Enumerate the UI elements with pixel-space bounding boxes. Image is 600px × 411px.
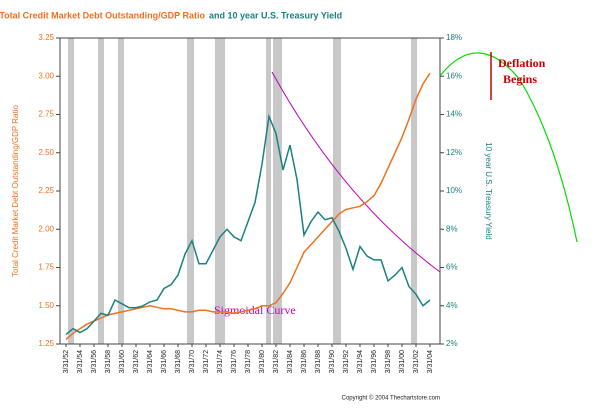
- x-tick-label: 3/31/88: [315, 350, 322, 373]
- y2-tick-label: 2%: [446, 339, 458, 348]
- deflation-label: Begins: [503, 72, 537, 86]
- x-tick-label: 3/31/96: [371, 350, 378, 373]
- x-tick-label: 3/31/94: [357, 350, 364, 373]
- recession-band: [98, 38, 104, 344]
- sigmoid-label: Sigmoidal Curve: [214, 303, 296, 317]
- deflation-label: Deflation: [498, 56, 546, 70]
- x-tick-label: 3/31/90: [329, 350, 336, 373]
- y2-tick-label: 12%: [446, 148, 462, 157]
- recession-band: [333, 38, 341, 344]
- x-tick-label: 3/31/58: [105, 350, 112, 373]
- y2-tick-label: 8%: [446, 224, 458, 233]
- y2-tick-label: 16%: [446, 71, 462, 80]
- x-tick-label: 3/31/92: [343, 350, 350, 373]
- sigmoid-curve: [271, 71, 441, 273]
- recession-band: [118, 38, 124, 344]
- chart-title: Total Credit Market Debt Outstanding/GDP…: [0, 10, 205, 20]
- x-tick-label: 3/31/76: [231, 350, 238, 373]
- recession-band: [215, 38, 225, 344]
- y2-tick-label: 14%: [446, 110, 462, 119]
- x-tick-label: 3/31/52: [63, 350, 70, 373]
- x-tick-label: 3/31/56: [91, 350, 98, 373]
- recession-band: [266, 38, 271, 344]
- plot-frame: [59, 37, 441, 345]
- x-tick-label: 3/31/02: [413, 350, 420, 373]
- x-tick-label: 3/31/80: [259, 350, 266, 373]
- recession-bands: [68, 38, 417, 344]
- y2-axis-label: 10 year U.S. Treasury Yield: [484, 142, 493, 239]
- x-tick-label: 3/31/78: [245, 350, 252, 373]
- recession-band: [68, 38, 74, 344]
- x-tick-label: 3/31/98: [385, 350, 392, 373]
- x-tick-label: 3/31/60: [119, 350, 126, 373]
- x-tick-label: 3/31/84: [287, 350, 294, 373]
- x-tick-label: 3/31/04: [427, 350, 434, 373]
- x-tick-label: 3/31/68: [175, 350, 182, 373]
- y-tick-label: 1.25: [38, 339, 54, 348]
- x-tick-label: 3/31/86: [301, 350, 308, 373]
- x-tick-label: 3/31/82: [273, 350, 280, 373]
- recession-band: [411, 38, 417, 344]
- x-tick-label: 3/31/66: [161, 350, 168, 373]
- y-axis-label: Total Credit Market Debt Outstanding/GDP…: [11, 104, 20, 276]
- projection-curve: [439, 52, 578, 243]
- y-tick-label: 2.75: [38, 110, 54, 119]
- y-tick-label: 2.00: [38, 224, 54, 233]
- y-tick-label: 1.75: [38, 263, 54, 272]
- x-tick-label: 3/31/00: [399, 350, 406, 373]
- chart-subtitle: and 10 year U.S. Treasury Yield: [209, 10, 342, 20]
- recession-band: [273, 38, 282, 344]
- y-tick-label: 2.25: [38, 186, 54, 195]
- x-tick-label: 3/31/54: [77, 350, 84, 373]
- x-tick-label: 3/31/62: [133, 350, 140, 373]
- y-tick-label: 3.25: [38, 33, 54, 42]
- x-tick-label: 3/31/72: [203, 350, 210, 373]
- y2-tick-label: 18%: [446, 33, 462, 42]
- y-tick-label: 2.50: [38, 148, 54, 157]
- x-tick-label: 3/31/70: [189, 350, 196, 373]
- y2-tick-label: 10%: [446, 186, 462, 195]
- recession-band: [187, 38, 194, 344]
- y-tick-label: 1.50: [38, 301, 54, 310]
- x-tick-label: 3/31/64: [147, 350, 154, 373]
- series-line: [65, 113, 431, 335]
- copyright: Copyright © 2004 Thechartstore.com: [342, 395, 440, 402]
- x-tick-label: 3/31/74: [217, 350, 224, 373]
- series-line: [65, 72, 431, 340]
- y-tick-label: 3.00: [38, 71, 54, 80]
- y2-tick-label: 6%: [446, 263, 458, 272]
- y2-tick-label: 4%: [446, 301, 458, 310]
